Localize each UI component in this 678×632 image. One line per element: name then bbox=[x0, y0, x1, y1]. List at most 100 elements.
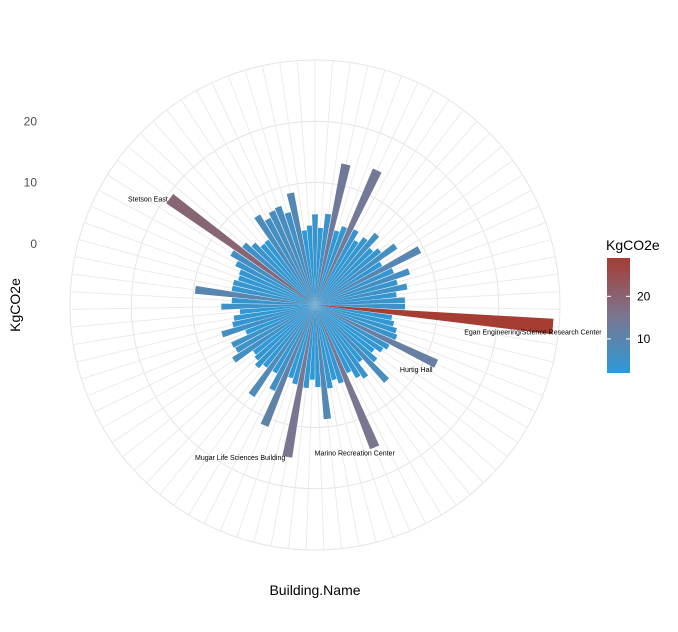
bar bbox=[260, 243, 315, 305]
bar bbox=[166, 193, 315, 305]
bar bbox=[315, 305, 344, 384]
bar bbox=[231, 305, 315, 348]
bar bbox=[254, 305, 315, 369]
bar bbox=[251, 242, 315, 305]
bar bbox=[274, 205, 315, 305]
legend-title: KgCO2e bbox=[606, 237, 660, 253]
bar bbox=[238, 275, 315, 305]
y-tick-label: 0 bbox=[30, 237, 37, 251]
bar bbox=[235, 305, 315, 353]
building-label: Egan Engineering/Science Research Center bbox=[464, 330, 602, 337]
bar bbox=[315, 305, 332, 420]
bar bbox=[315, 305, 380, 450]
bar bbox=[315, 213, 332, 305]
bars bbox=[166, 163, 554, 458]
bar bbox=[315, 305, 378, 363]
bar bbox=[306, 225, 315, 305]
bar bbox=[309, 305, 315, 380]
legend-tick-label: 20 bbox=[637, 289, 651, 303]
bar bbox=[315, 229, 359, 305]
bar bbox=[315, 261, 383, 305]
legend-ticks: 10 20 bbox=[607, 289, 651, 346]
bar bbox=[315, 305, 439, 368]
bar bbox=[315, 226, 347, 305]
bar bbox=[315, 232, 380, 305]
bar bbox=[315, 305, 390, 383]
bar bbox=[315, 305, 363, 363]
bar bbox=[315, 227, 324, 305]
bar bbox=[315, 279, 398, 305]
bar bbox=[231, 297, 315, 305]
y-axis-title: KgCO2e bbox=[7, 278, 23, 332]
building-label: Stetson East bbox=[128, 197, 168, 204]
bar bbox=[242, 242, 315, 305]
bar bbox=[232, 279, 315, 305]
bar bbox=[315, 292, 397, 305]
bar bbox=[315, 247, 374, 305]
bar bbox=[233, 305, 315, 321]
bar bbox=[238, 269, 315, 305]
x-axis-title: Building.Name bbox=[269, 582, 360, 598]
bar bbox=[315, 305, 395, 327]
building-label: Marino Recreation Center bbox=[315, 450, 396, 457]
bar bbox=[268, 210, 315, 305]
bar bbox=[231, 285, 315, 305]
bar bbox=[315, 283, 408, 305]
bar bbox=[260, 305, 315, 427]
bar bbox=[245, 305, 315, 335]
bar bbox=[262, 305, 315, 368]
legend-tick-label: 10 bbox=[637, 332, 651, 346]
bar bbox=[252, 305, 315, 355]
bar bbox=[194, 285, 315, 305]
bar bbox=[254, 305, 315, 361]
bar bbox=[264, 239, 315, 305]
bar bbox=[254, 214, 315, 305]
bar bbox=[248, 305, 315, 398]
bar bbox=[303, 305, 315, 389]
bar bbox=[301, 230, 315, 305]
bar bbox=[292, 305, 315, 385]
bar bbox=[269, 305, 315, 392]
bar bbox=[288, 305, 315, 379]
bar bbox=[272, 305, 315, 374]
bar bbox=[315, 268, 411, 305]
bar bbox=[315, 303, 406, 310]
bar bbox=[315, 305, 393, 321]
bar bbox=[315, 305, 554, 335]
bar bbox=[312, 214, 318, 305]
bar bbox=[264, 217, 315, 305]
bar bbox=[315, 305, 352, 374]
building-label: Mugar Life Sciences Building bbox=[195, 455, 285, 462]
y-axis-ticks: 0 10 20 bbox=[24, 114, 38, 251]
bar bbox=[315, 305, 384, 353]
bar bbox=[315, 305, 321, 388]
bar bbox=[315, 163, 351, 305]
bar bbox=[315, 305, 369, 379]
bar bbox=[315, 305, 361, 379]
bar bbox=[315, 297, 406, 305]
bar bbox=[315, 268, 394, 305]
bar bbox=[315, 305, 375, 353]
bar bbox=[286, 192, 315, 305]
bar bbox=[315, 248, 382, 305]
bar bbox=[221, 303, 315, 310]
bar bbox=[232, 305, 315, 328]
bar bbox=[315, 246, 422, 305]
bar bbox=[284, 211, 315, 305]
bar bbox=[282, 305, 315, 458]
building-annotations: Egan Engineering/Science Research Center… bbox=[128, 197, 602, 462]
bar bbox=[315, 305, 398, 341]
bar bbox=[315, 305, 337, 381]
color-legend: KgCO2e 10 20 bbox=[606, 237, 660, 373]
y-tick-label: 10 bbox=[24, 176, 38, 190]
bar bbox=[232, 305, 315, 363]
bar bbox=[315, 243, 398, 305]
bar bbox=[315, 305, 333, 389]
legend-color-bar bbox=[607, 258, 630, 373]
bar bbox=[315, 305, 397, 334]
bar bbox=[315, 240, 359, 305]
bar bbox=[315, 305, 390, 350]
bar bbox=[221, 305, 315, 338]
bar bbox=[239, 305, 315, 315]
